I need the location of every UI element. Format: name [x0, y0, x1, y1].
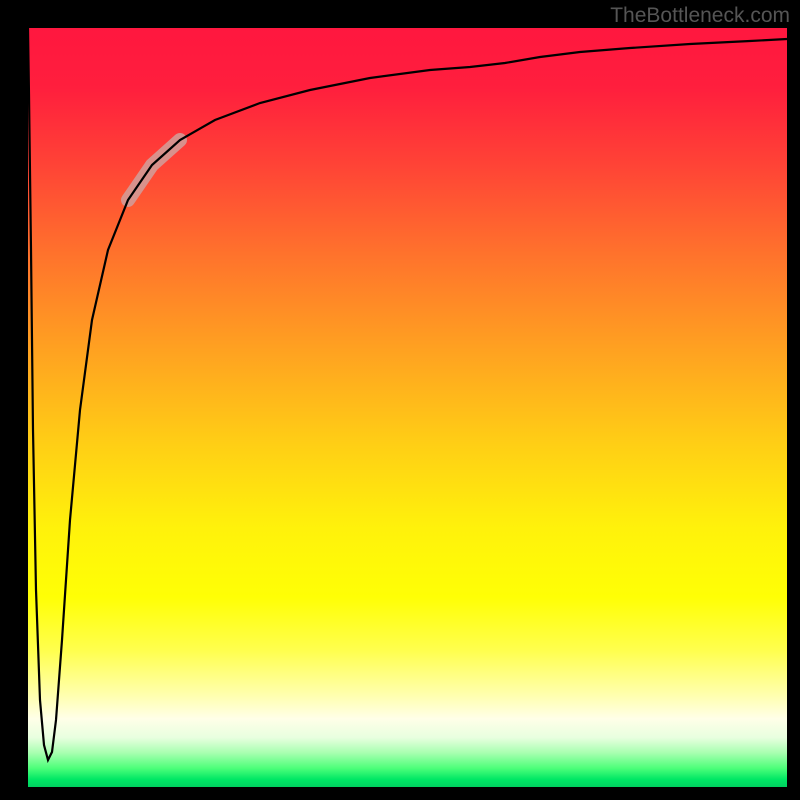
highlight-segment	[128, 140, 180, 200]
chart-container: TheBottleneck.com	[0, 0, 800, 800]
curve-layer	[0, 0, 800, 800]
attribution-text: TheBottleneck.com	[610, 4, 790, 28]
bottleneck-curve	[28, 28, 787, 760]
